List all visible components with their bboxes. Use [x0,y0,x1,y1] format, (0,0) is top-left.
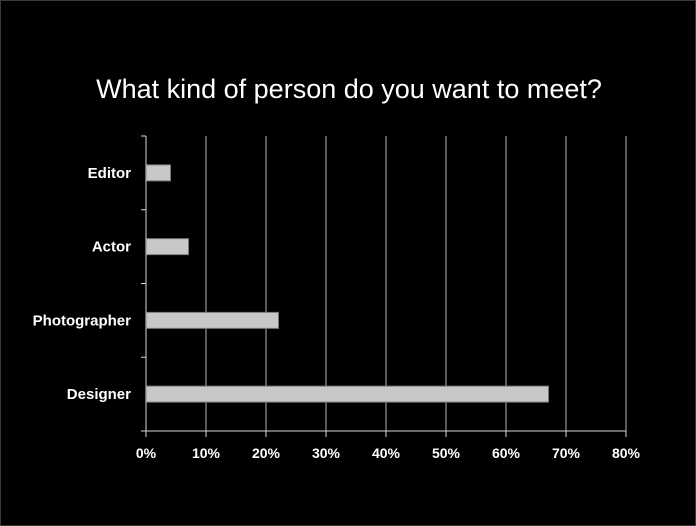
bar-photographer [146,311,279,329]
x-tick-label: 10% [192,445,221,461]
x-tick-label: 50% [432,445,461,461]
category-label: Editor [88,165,131,182]
category-label: Designer [67,386,131,403]
bar-editor [146,164,171,182]
bars [146,164,549,403]
x-tick-label: 0% [136,445,157,461]
x-tick-label: 60% [492,445,521,461]
bar-actor [146,238,189,256]
category-labels: Editor Actor Photographer Designer [33,165,132,403]
tick-labels: 0% 10% 20% 30% 40% 50% 60% 70% 80% [136,445,641,461]
bar-designer [146,385,549,403]
gridlines [205,136,627,431]
chart-title: What kind of person do you want to meet? [96,74,602,104]
x-tick-label: 30% [312,445,341,461]
category-label: Actor [92,239,131,256]
axes [141,135,627,437]
x-tick-label: 20% [252,445,281,461]
category-label: Photographer [33,312,131,329]
x-tick-label: 40% [372,445,401,461]
x-tick-label: 70% [552,445,581,461]
x-tick-label: 80% [612,445,641,461]
